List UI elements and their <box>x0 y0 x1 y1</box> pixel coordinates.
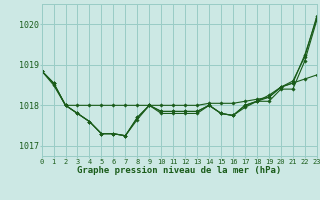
X-axis label: Graphe pression niveau de la mer (hPa): Graphe pression niveau de la mer (hPa) <box>77 166 281 175</box>
